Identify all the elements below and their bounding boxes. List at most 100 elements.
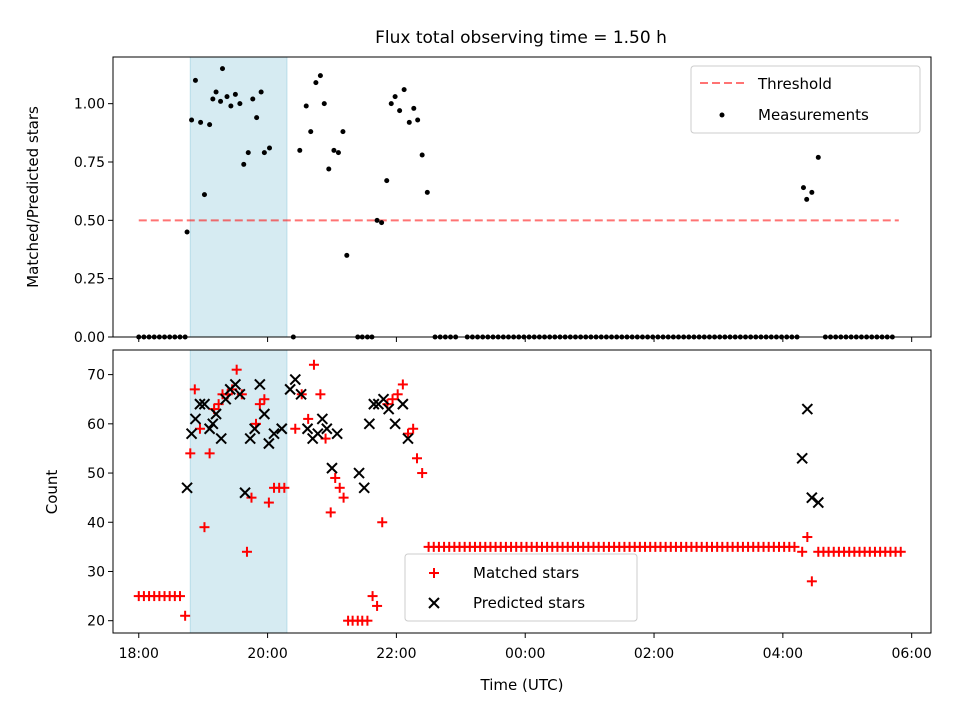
matched-star-point	[895, 546, 906, 557]
predicted-star-point	[268, 427, 280, 440]
predicted-star-point	[239, 487, 251, 499]
top-y-tick-label: 0.75	[74, 155, 105, 171]
top-y-tick-label: 0.50	[74, 213, 105, 229]
matched-star-point	[387, 394, 398, 405]
matched-star-point	[199, 522, 210, 533]
matched-star-point	[241, 546, 252, 557]
matched-star-point	[392, 389, 403, 400]
measurement-point	[331, 147, 337, 153]
measurement-point	[245, 150, 251, 156]
matched-star-point	[789, 541, 800, 552]
predicted-star-point	[189, 413, 202, 425]
matched-star-point	[377, 517, 388, 528]
bottom-panel: 20 30 40 50 60 70 18:00 20:00 22:00 00:00 02:00 04…	[43, 349, 932, 694]
measurement-point	[392, 94, 398, 100]
predicted-star-point	[801, 403, 814, 415]
measurement-point	[210, 96, 216, 102]
predicted-star-point	[321, 423, 333, 435]
predicted-star-point	[210, 408, 222, 420]
bottom-y-tick-label: 50	[87, 466, 105, 482]
top-axes-frame	[112, 56, 932, 338]
predicted-star-point	[203, 423, 216, 435]
legend-measurements-swatch	[719, 112, 725, 118]
bottom-y-tick-label: 30	[87, 564, 105, 580]
measurement-point	[384, 178, 390, 184]
measurement-point	[317, 73, 323, 79]
measurement-point	[254, 115, 260, 121]
measurement-point	[326, 166, 332, 172]
measurement-point	[184, 229, 190, 235]
x-tick-label: 02:00	[634, 646, 674, 662]
measurement-point	[321, 101, 327, 107]
measurement-point	[258, 89, 264, 95]
matched-star-point	[189, 384, 200, 395]
predicted-star-point	[402, 432, 414, 445]
predicted-star-point	[258, 408, 271, 420]
matched-star-point	[362, 615, 373, 626]
measurement-point	[374, 217, 380, 223]
matched-star-point	[372, 600, 383, 611]
measurement-point	[237, 101, 243, 107]
matched-star-point	[246, 492, 257, 503]
legend-matched-swatch	[429, 568, 439, 578]
measurement-point	[192, 77, 198, 83]
predicted-star-point	[389, 418, 401, 430]
predicted-star-point	[220, 393, 232, 405]
matched-star-point	[417, 468, 428, 479]
predicted-star-point	[185, 427, 198, 440]
matched-star-point	[806, 576, 817, 587]
bottom-x-axis: 18:00 20:00 22:00 00:00 02:00 04:00 06:00	[119, 633, 932, 662]
measurement-point	[340, 129, 346, 135]
matched-star-point	[338, 492, 349, 503]
measurement-point	[344, 252, 350, 258]
bottom-y-axis: 20 30 40 50 60 70	[87, 368, 113, 630]
measurement-point	[335, 150, 341, 156]
bottom-y-tick-label: 40	[87, 515, 105, 531]
legend-predicted-label: Predicted stars	[473, 594, 585, 612]
predicted-star-point	[289, 373, 301, 386]
top-legend: Threshold Measurements	[690, 65, 921, 134]
matched-star-point	[204, 448, 215, 459]
matched-star-point	[308, 359, 319, 370]
legend-measurements-label: Measurements	[758, 106, 869, 124]
measurement-point	[241, 161, 247, 167]
chart-title: Flux total observing time = 1.50 h	[375, 28, 667, 48]
top-y-tick-label: 0.00	[74, 330, 105, 346]
predicted-star-point	[276, 423, 288, 435]
top-y-tick-label: 1.00	[74, 97, 105, 113]
predicted-star-point	[207, 418, 219, 430]
predicted-star-point	[248, 423, 261, 435]
matched-star-point	[367, 591, 378, 602]
measurement-point	[224, 94, 230, 100]
matched-star-point	[290, 423, 301, 434]
predicted-star-point	[215, 432, 227, 445]
matched-star-point	[402, 428, 413, 439]
predicted-star-point	[312, 427, 324, 440]
predicted-star-point	[316, 413, 329, 425]
measurement-point	[406, 119, 412, 125]
measurement-point	[303, 103, 309, 109]
x-tick-label: 06:00	[891, 646, 931, 662]
predicted-star-point	[796, 452, 808, 464]
x-tick-label: 18:00	[119, 646, 159, 662]
matched-star-point	[334, 482, 345, 493]
bottom-y-tick-label: 60	[87, 417, 105, 433]
x-tick-label: 00:00	[505, 646, 545, 662]
matched-star-point	[279, 482, 290, 493]
measurement-point	[232, 91, 238, 97]
measurement-point	[401, 87, 407, 93]
matched-stars-series	[133, 359, 906, 626]
predicted-star-point	[295, 388, 307, 401]
predicted-star-point	[358, 482, 370, 494]
matched-star-point	[185, 448, 196, 459]
measurement-point	[815, 154, 821, 160]
bottom-legend-box	[404, 553, 638, 622]
predicted-star-point	[331, 427, 343, 440]
measurement-point	[228, 103, 234, 109]
measurement-point	[207, 122, 213, 128]
measurement-point	[424, 189, 430, 195]
top-panel: 0.00 0.25 0.50 0.75 1.00 Matched/Predicted s…	[24, 56, 932, 346]
predicted-star-point	[254, 378, 266, 391]
measurement-point	[261, 150, 267, 156]
predicted-star-point	[244, 432, 256, 445]
